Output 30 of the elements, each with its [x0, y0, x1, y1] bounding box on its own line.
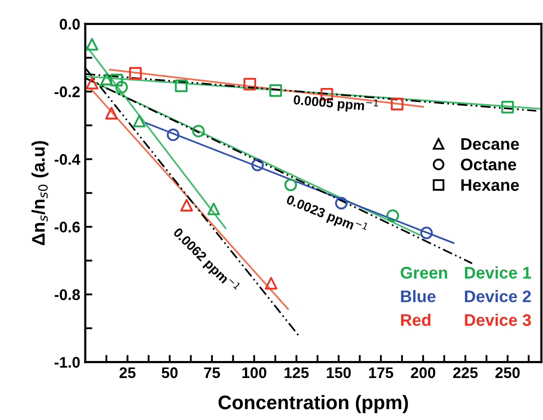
annotation: Green — [400, 266, 448, 279]
y-tick-label: 0.0 — [60, 18, 80, 30]
x-tick-label: 25 — [120, 367, 136, 378]
annotation: Decane — [461, 138, 519, 150]
annotation: Red — [401, 314, 430, 326]
x-tick-label: 225 — [453, 367, 478, 378]
x-tick-label: 125 — [284, 367, 309, 378]
x-axis-title: Concentration (ppm) — [218, 395, 408, 414]
y-tick-label: -0.2 — [54, 86, 80, 98]
annotation: Blue — [401, 290, 436, 302]
y-tick-label: -1.0 — [54, 356, 80, 368]
x-tick-label: 100 — [242, 367, 266, 378]
annotation: Device 3 — [464, 314, 531, 326]
y-tick-label: -0.8 — [54, 289, 80, 300]
y-tick-label: -0.4 — [54, 154, 80, 165]
x-tick-label: 175 — [369, 367, 394, 378]
x-tick-label: 250 — [495, 367, 520, 378]
annotation: 0.0062 ppm$^{−1}$ — [170, 225, 241, 296]
annotation: 0.0023 ppm$^{−1}$ — [284, 192, 368, 238]
annotation: Hexane — [461, 179, 519, 191]
x-tick-label: 200 — [410, 367, 436, 378]
y-tick-label: -0.6 — [54, 222, 80, 232]
annotation: Octane — [460, 158, 516, 170]
annotation: 0.0005 ppm$^{−1}$ — [293, 92, 378, 114]
y-axis-title: Δn$_{s}$/n$_{s0}$ (a.u) — [32, 141, 48, 246]
annotation: Device 2 — [464, 290, 531, 302]
x-tick-label: 75 — [204, 367, 220, 378]
annotation: Device 1 — [464, 266, 532, 279]
x-tick-label: 150 — [326, 367, 351, 378]
x-tick-label: 50 — [162, 367, 178, 378]
